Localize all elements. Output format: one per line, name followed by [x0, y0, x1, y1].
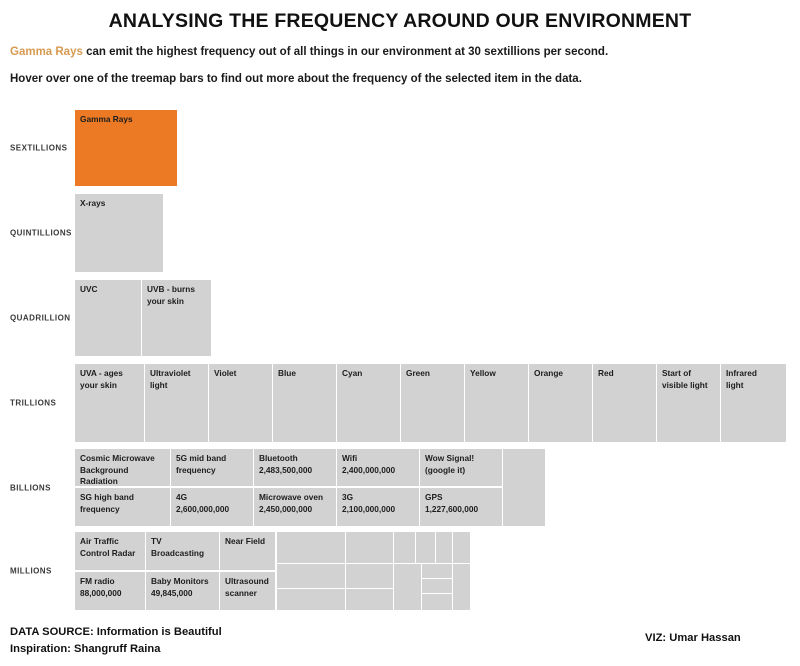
treemap-cell[interactable]: Air Traffic Control Radar [75, 532, 145, 570]
treemap-cell[interactable]: Green [401, 364, 464, 442]
row-label-billions: BILLIONS [10, 483, 51, 493]
treemap-cell[interactable] [453, 564, 470, 610]
treemap-cell-label: Blue [278, 368, 296, 378]
treemap-cell-label: X-rays [80, 198, 106, 208]
treemap-cell-label: Cyan [342, 368, 363, 378]
treemap-cell-label: Cosmic Microwave Background Radiation [80, 453, 155, 486]
treemap-cell[interactable] [416, 532, 435, 563]
treemap-cell-label: Ultraviolet light [150, 368, 191, 390]
row-label-millions: MILLIONS [10, 566, 52, 576]
subtitle-text: can emit the highest frequency out of al… [82, 46, 609, 58]
row-label-trillions: TRILLIONS [10, 398, 57, 408]
row-label-sextillions: SEXTILLIONS [10, 143, 68, 153]
treemap-cell[interactable]: Cyan [337, 364, 400, 442]
treemap-cell[interactable]: 5G mid band frequency [171, 449, 253, 486]
treemap-cell-label: 3G 2,100,000,000 [342, 492, 396, 514]
treemap-cell[interactable]: Yellow [465, 364, 528, 442]
treemap-cell-label: Air Traffic Control Radar [80, 536, 136, 558]
treemap-cell[interactable]: Blue [273, 364, 336, 442]
row-label-quadrillion: QUADRILLION [10, 313, 71, 323]
treemap-cell-label: UVC [80, 284, 98, 294]
treemap-cell[interactable]: SG high band frequency [75, 488, 170, 526]
treemap-cell-label: GPS 1,227,600,000 [425, 492, 479, 514]
treemap-cell[interactable]: Infrared light [721, 364, 786, 442]
treemap-cell-label: Yellow [470, 368, 496, 378]
treemap-cell[interactable] [422, 564, 452, 578]
treemap-cell-label: FM radio 88,000,000 [80, 576, 122, 598]
treemap-cell-label: Ultrasound scanner [225, 576, 269, 598]
treemap-cell-label: 5G mid band frequency [176, 453, 227, 475]
subtitle: Gamma Rays can emit the highest frequenc… [10, 46, 608, 58]
treemap-cell[interactable]: Violet [209, 364, 272, 442]
treemap-cell[interactable]: Cosmic Microwave Background Radiation [75, 449, 170, 486]
treemap-cell[interactable]: 4G 2,600,000,000 [171, 488, 253, 526]
treemap-cell[interactable] [346, 564, 393, 588]
treemap-cell-label: TV Broadcasting [151, 536, 205, 558]
treemap-cell-label: UVB - burns your skin [147, 284, 195, 306]
treemap-cell[interactable]: Microwave oven 2,450,000,000 [254, 488, 336, 526]
treemap-cell-label: Green [406, 368, 430, 378]
treemap-cell[interactable] [394, 532, 415, 563]
treemap-cell[interactable] [503, 449, 545, 526]
treemap-cell[interactable] [394, 564, 421, 610]
treemap-cell[interactable]: UVC [75, 280, 141, 356]
treemap-cell[interactable]: FM radio 88,000,000 [75, 572, 145, 610]
inspiration-line: Inspiration: Shangruff Raina [10, 643, 161, 655]
treemap-cell[interactable] [436, 532, 452, 563]
treemap-cell[interactable]: Wow Signal! (google it) [420, 449, 502, 486]
viz-credit: VIZ: Umar Hassan [645, 632, 741, 644]
treemap-cell-label: Wow Signal! (google it) [425, 453, 475, 475]
treemap-cell-label: Violet [214, 368, 237, 378]
treemap-cell[interactable]: Ultraviolet light [145, 364, 208, 442]
treemap-cell[interactable]: Baby Monitors 49,845,000 [146, 572, 219, 610]
treemap-cell[interactable]: Red [593, 364, 656, 442]
treemap-cell-label: 4G 2,600,000,000 [176, 492, 230, 514]
treemap-cell[interactable] [346, 589, 393, 610]
treemap-cell[interactable] [453, 532, 470, 563]
treemap-cell-label: Red [598, 368, 614, 378]
treemap-cell[interactable] [277, 589, 345, 610]
treemap-cell-label: Wifi 2,400,000,000 [342, 453, 396, 475]
treemap-cell-label: SG high band frequency [80, 492, 134, 514]
subtitle-highlight: Gamma Rays [10, 46, 83, 58]
treemap-cell-label: Orange [534, 368, 564, 378]
treemap-cell-label: Gamma Rays [80, 114, 133, 124]
treemap-cell-label: Microwave oven 2,450,000,000 [259, 492, 324, 514]
treemap-cell-label: Infrared light [726, 368, 757, 390]
treemap-cell-label: Baby Monitors 49,845,000 [151, 576, 209, 598]
treemap-cell-label: UVA - ages your skin [80, 368, 123, 390]
treemap-cell[interactable] [422, 594, 452, 610]
instruction-text: Hover over one of the treemap bars to fi… [10, 73, 582, 85]
treemap-cell[interactable]: Orange [529, 364, 592, 442]
treemap-cell-label: Near Field [225, 536, 266, 546]
treemap-cell[interactable]: Bluetooth 2,483,500,000 [254, 449, 336, 486]
treemap-cell[interactable] [277, 532, 345, 563]
treemap-cell[interactable]: Near Field [220, 532, 275, 570]
treemap-cell[interactable]: GPS 1,227,600,000 [420, 488, 502, 526]
treemap-cell[interactable]: UVA - ages your skin [75, 364, 144, 442]
treemap-cell-label: Bluetooth 2,483,500,000 [259, 453, 313, 475]
treemap-cell[interactable]: Start of visible light [657, 364, 720, 442]
treemap-cell[interactable]: X-rays [75, 194, 163, 272]
treemap-cell[interactable]: TV Broadcasting [146, 532, 219, 570]
treemap-cell[interactable] [277, 564, 345, 588]
data-source-line: DATA SOURCE: Information is Beautiful [10, 626, 222, 638]
treemap-cell[interactable] [422, 579, 452, 593]
treemap-cell[interactable]: UVB - burns your skin [142, 280, 211, 356]
page-title: ANALYSING THE FREQUENCY AROUND OUR ENVIR… [108, 10, 692, 32]
treemap-cell-label: Start of visible light [662, 368, 708, 390]
treemap-cell[interactable] [346, 532, 393, 563]
row-label-quintillions: QUINTILLIONS [10, 228, 72, 238]
treemap-cell[interactable]: 3G 2,100,000,000 [337, 488, 419, 526]
treemap-cell[interactable]: Ultrasound scanner [220, 572, 275, 610]
footer-credits: DATA SOURCE: Information is Beautiful In… [10, 624, 222, 658]
treemap-cell[interactable]: Gamma Rays [75, 110, 177, 186]
treemap-cell[interactable]: Wifi 2,400,000,000 [337, 449, 419, 486]
